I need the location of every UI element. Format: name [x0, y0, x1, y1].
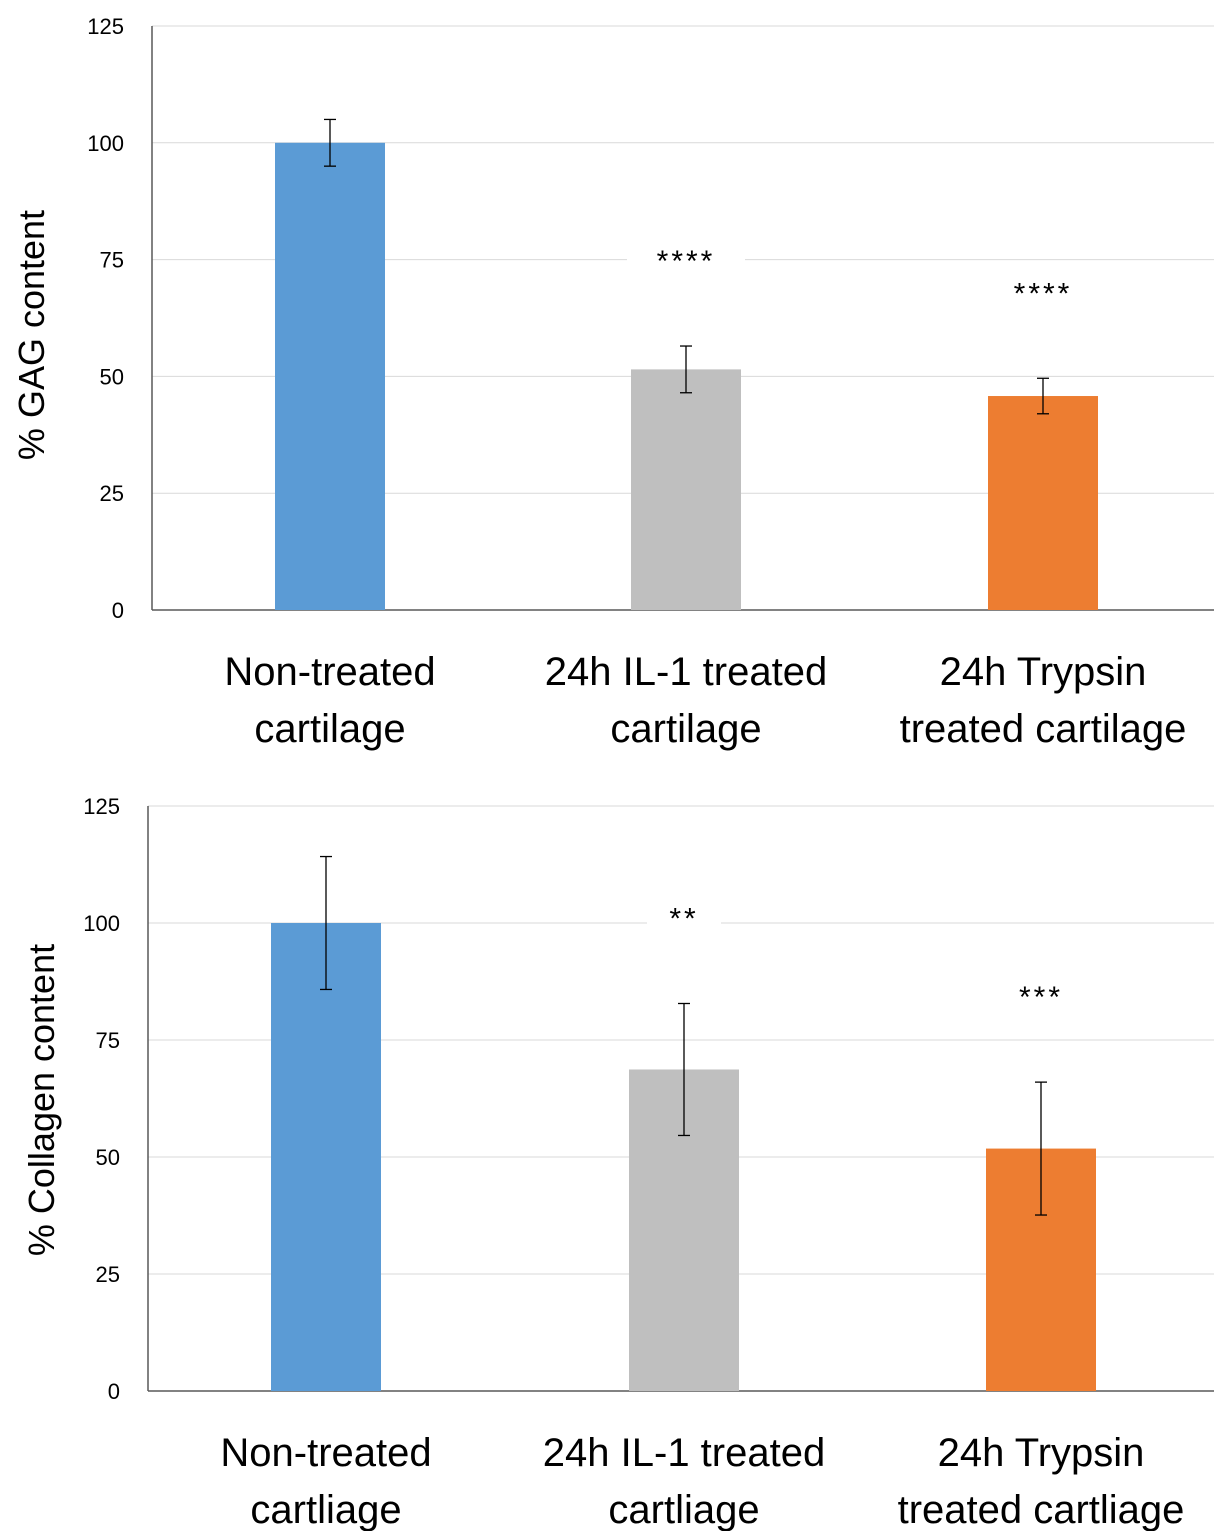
significance-bg	[993, 981, 1089, 1016]
error-bar	[320, 855, 332, 991]
significance-label: **	[669, 902, 698, 935]
significance-label: ****	[657, 245, 716, 278]
category-label: cartliage	[608, 1488, 759, 1531]
category-label: 24h IL-1 treated	[545, 650, 827, 694]
category-label: Non-treated	[220, 1431, 431, 1475]
y-axis-label: % GAG content	[11, 210, 52, 460]
y-axis-label: % Collagen content	[21, 944, 62, 1256]
category-label: 24h IL-1 treated	[543, 1431, 825, 1475]
error-bar	[680, 345, 692, 394]
error-bar	[1037, 377, 1049, 415]
y-tick-label: 50	[96, 1145, 120, 1170]
y-tick-label: 0	[108, 1379, 120, 1404]
significance-bg	[627, 245, 745, 280]
category-label: cartilage	[254, 707, 405, 751]
y-tick-label: 25	[100, 481, 124, 506]
significance-label: ****	[1014, 277, 1073, 310]
error-bar	[324, 118, 336, 167]
bar	[631, 369, 741, 610]
category-label: 24h Trypsin	[938, 1431, 1145, 1475]
y-tick-label: 25	[96, 1262, 120, 1287]
category-label: Non-treated	[224, 650, 435, 694]
y-tick-label: 100	[87, 131, 124, 156]
significance-bg	[984, 277, 1102, 312]
category-label: cartliage	[250, 1488, 401, 1531]
y-tick-label: 75	[96, 1028, 120, 1053]
y-tick-label: 0	[112, 598, 124, 623]
chart-2: 0 25 50 75 100 125 % Collagen content Non-treat…	[21, 794, 1214, 1531]
bar	[275, 142, 385, 611]
bar	[988, 396, 1098, 610]
error-bar	[1035, 1081, 1047, 1216]
category-label: cartilage	[610, 707, 761, 751]
y-tick-label: 50	[100, 364, 124, 389]
category-label: treated cartilage	[900, 707, 1187, 751]
y-tick-label: 125	[87, 14, 124, 39]
category-label: treated cartliage	[898, 1488, 1185, 1531]
y-tick-label: 100	[83, 911, 120, 936]
y-tick-label: 125	[83, 794, 120, 819]
bar	[271, 923, 381, 1391]
category-label: 24h Trypsin	[940, 650, 1147, 694]
chart-1: 0 25 50 75 100 125 % GAG content Non-treated car…	[11, 14, 1214, 751]
error-bar	[678, 1002, 690, 1137]
significance-bg	[647, 902, 721, 937]
y-tick-label: 75	[100, 248, 124, 273]
significance-label: ***	[1019, 981, 1063, 1014]
